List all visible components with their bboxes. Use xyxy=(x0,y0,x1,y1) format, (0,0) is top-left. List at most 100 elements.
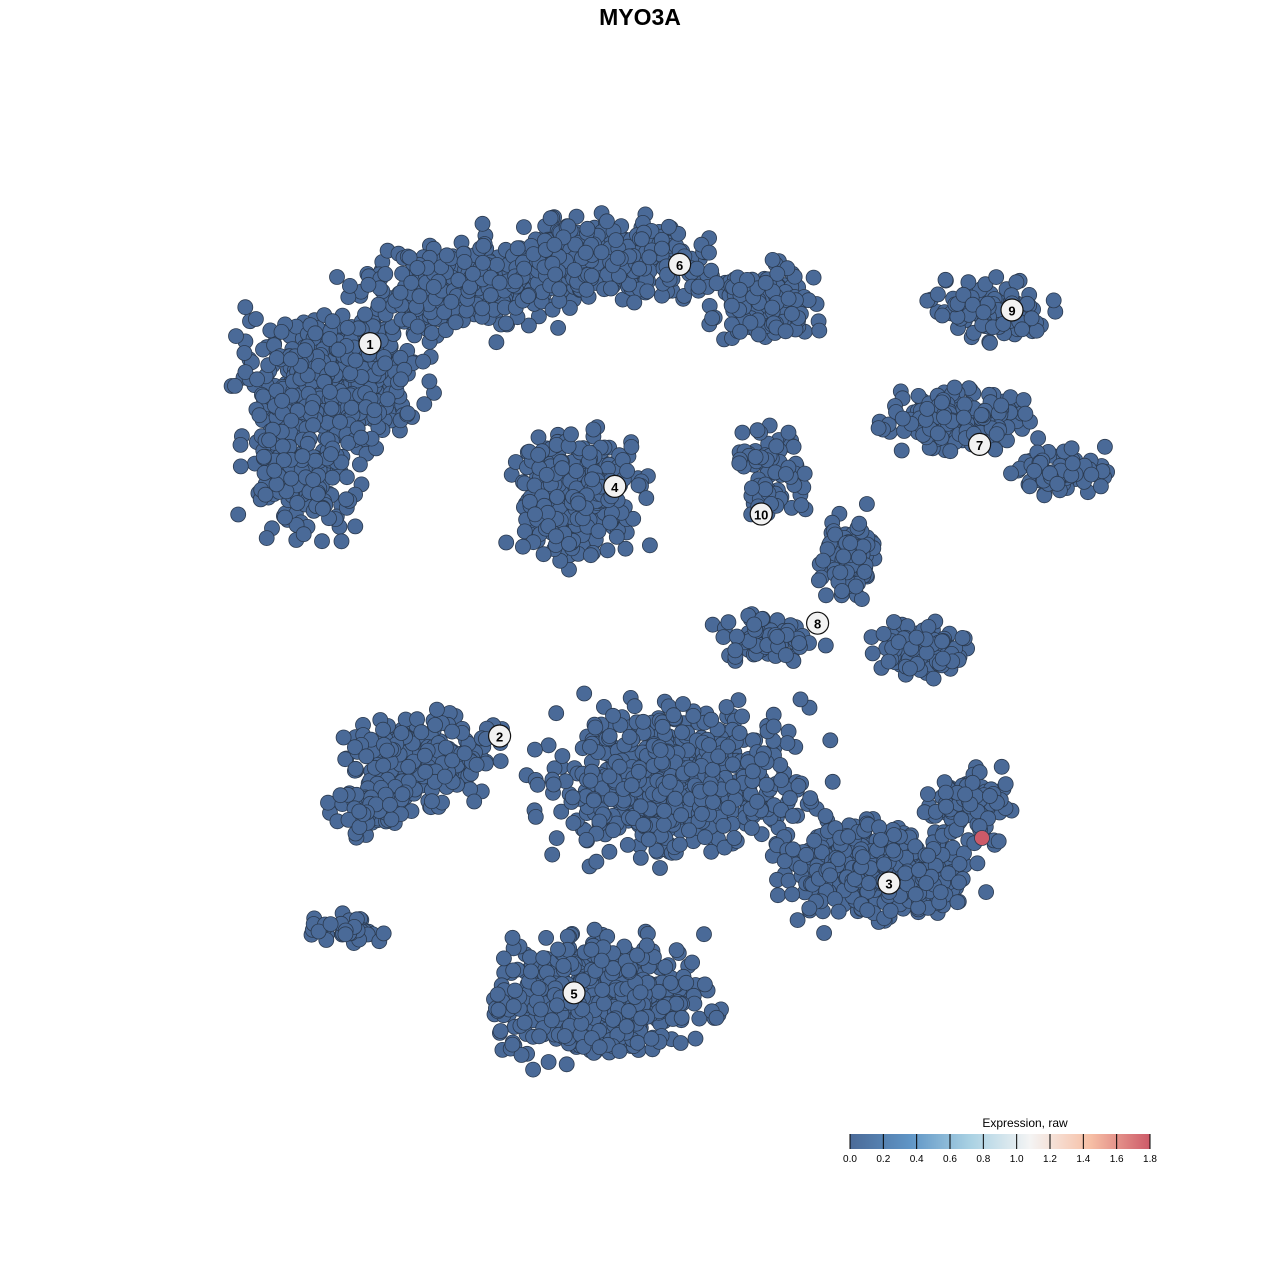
data-point xyxy=(859,496,875,512)
data-point xyxy=(946,379,963,396)
data-point xyxy=(333,454,350,471)
data-point xyxy=(339,319,356,336)
data-point xyxy=(678,974,695,991)
data-point xyxy=(642,537,658,554)
data-point xyxy=(550,319,566,336)
data-point xyxy=(824,773,841,790)
data-point xyxy=(585,792,602,809)
data-point xyxy=(565,815,582,831)
data-point xyxy=(643,1030,660,1047)
data-point xyxy=(937,271,954,288)
data-point xyxy=(851,549,867,566)
data-point xyxy=(988,269,1005,286)
data-point xyxy=(875,626,892,642)
data-point xyxy=(230,506,247,523)
data-point xyxy=(427,717,444,733)
data-point xyxy=(578,832,595,848)
data-point xyxy=(548,705,565,722)
data-point xyxy=(1097,438,1113,455)
data-point xyxy=(1083,466,1100,483)
data-point xyxy=(520,288,536,304)
data-point xyxy=(549,997,565,1014)
chart-title: MYO3A xyxy=(599,4,681,30)
data-point xyxy=(554,748,571,764)
data-point xyxy=(623,777,640,794)
data-point xyxy=(789,912,806,928)
data-point xyxy=(801,900,818,917)
data-point xyxy=(704,310,720,327)
data-point xyxy=(475,237,492,254)
data-point xyxy=(710,748,727,765)
data-point xyxy=(629,1034,646,1051)
data-point xyxy=(521,317,537,334)
data-point xyxy=(802,790,819,806)
data-point xyxy=(661,773,678,790)
data-point xyxy=(381,796,398,813)
data-point xyxy=(765,718,782,735)
data-point xyxy=(668,942,685,958)
data-point xyxy=(309,486,326,502)
data-point xyxy=(555,958,572,974)
data-point xyxy=(951,874,967,891)
data-point xyxy=(656,803,673,819)
data-point xyxy=(579,220,596,237)
data-point xyxy=(530,980,547,996)
data-point xyxy=(791,635,807,651)
data-point xyxy=(232,436,249,453)
data-point xyxy=(274,438,291,455)
data-point xyxy=(873,832,889,848)
data-point xyxy=(1026,462,1043,479)
data-point xyxy=(438,247,455,264)
data-point xyxy=(283,470,300,487)
data-point xyxy=(652,742,669,758)
data-point xyxy=(538,930,554,946)
data-point xyxy=(554,460,571,477)
data-point xyxy=(603,791,620,808)
data-point xyxy=(347,352,364,369)
data-point xyxy=(957,786,973,803)
data-point xyxy=(635,713,652,730)
data-point xyxy=(366,402,383,419)
data-point xyxy=(377,266,394,282)
data-point xyxy=(851,515,868,532)
data-point xyxy=(492,753,509,769)
data-point xyxy=(232,458,249,475)
data-point xyxy=(515,538,531,555)
data-point xyxy=(456,745,473,762)
data-point xyxy=(880,653,897,670)
data-point xyxy=(729,628,745,645)
data-point xyxy=(870,420,887,437)
data-point xyxy=(296,342,313,359)
data-point xyxy=(556,1028,573,1044)
cluster-label: 10 xyxy=(754,508,768,523)
data-point xyxy=(621,729,638,745)
data-point xyxy=(538,466,555,483)
data-point xyxy=(694,805,710,822)
data-point xyxy=(954,630,971,646)
data-point xyxy=(498,534,515,551)
data-point xyxy=(599,213,615,230)
data-point xyxy=(447,314,464,331)
data-point xyxy=(251,407,268,424)
data-point xyxy=(955,409,972,426)
data-point xyxy=(1049,475,1066,492)
data-point xyxy=(324,469,341,486)
data-point xyxy=(375,757,392,774)
data-point xyxy=(275,452,292,469)
data-point xyxy=(375,925,392,942)
data-point xyxy=(329,269,345,285)
data-point xyxy=(611,1043,628,1059)
data-point xyxy=(934,633,950,650)
colorbar: 0.0 0.2 0.4 0.6 0.8 1.0 1.2 1.4 1.6 1.8 xyxy=(843,1134,1157,1165)
data-point xyxy=(314,500,331,517)
data-point xyxy=(332,413,348,430)
data-point xyxy=(770,887,786,904)
data-point xyxy=(856,564,873,580)
colorbar-tick-label: 0.2 xyxy=(876,1154,890,1165)
data-point xyxy=(550,941,566,958)
data-point xyxy=(633,231,650,248)
data-point xyxy=(546,236,563,253)
data-point xyxy=(744,480,760,497)
data-point xyxy=(605,707,621,724)
data-point xyxy=(715,629,732,645)
